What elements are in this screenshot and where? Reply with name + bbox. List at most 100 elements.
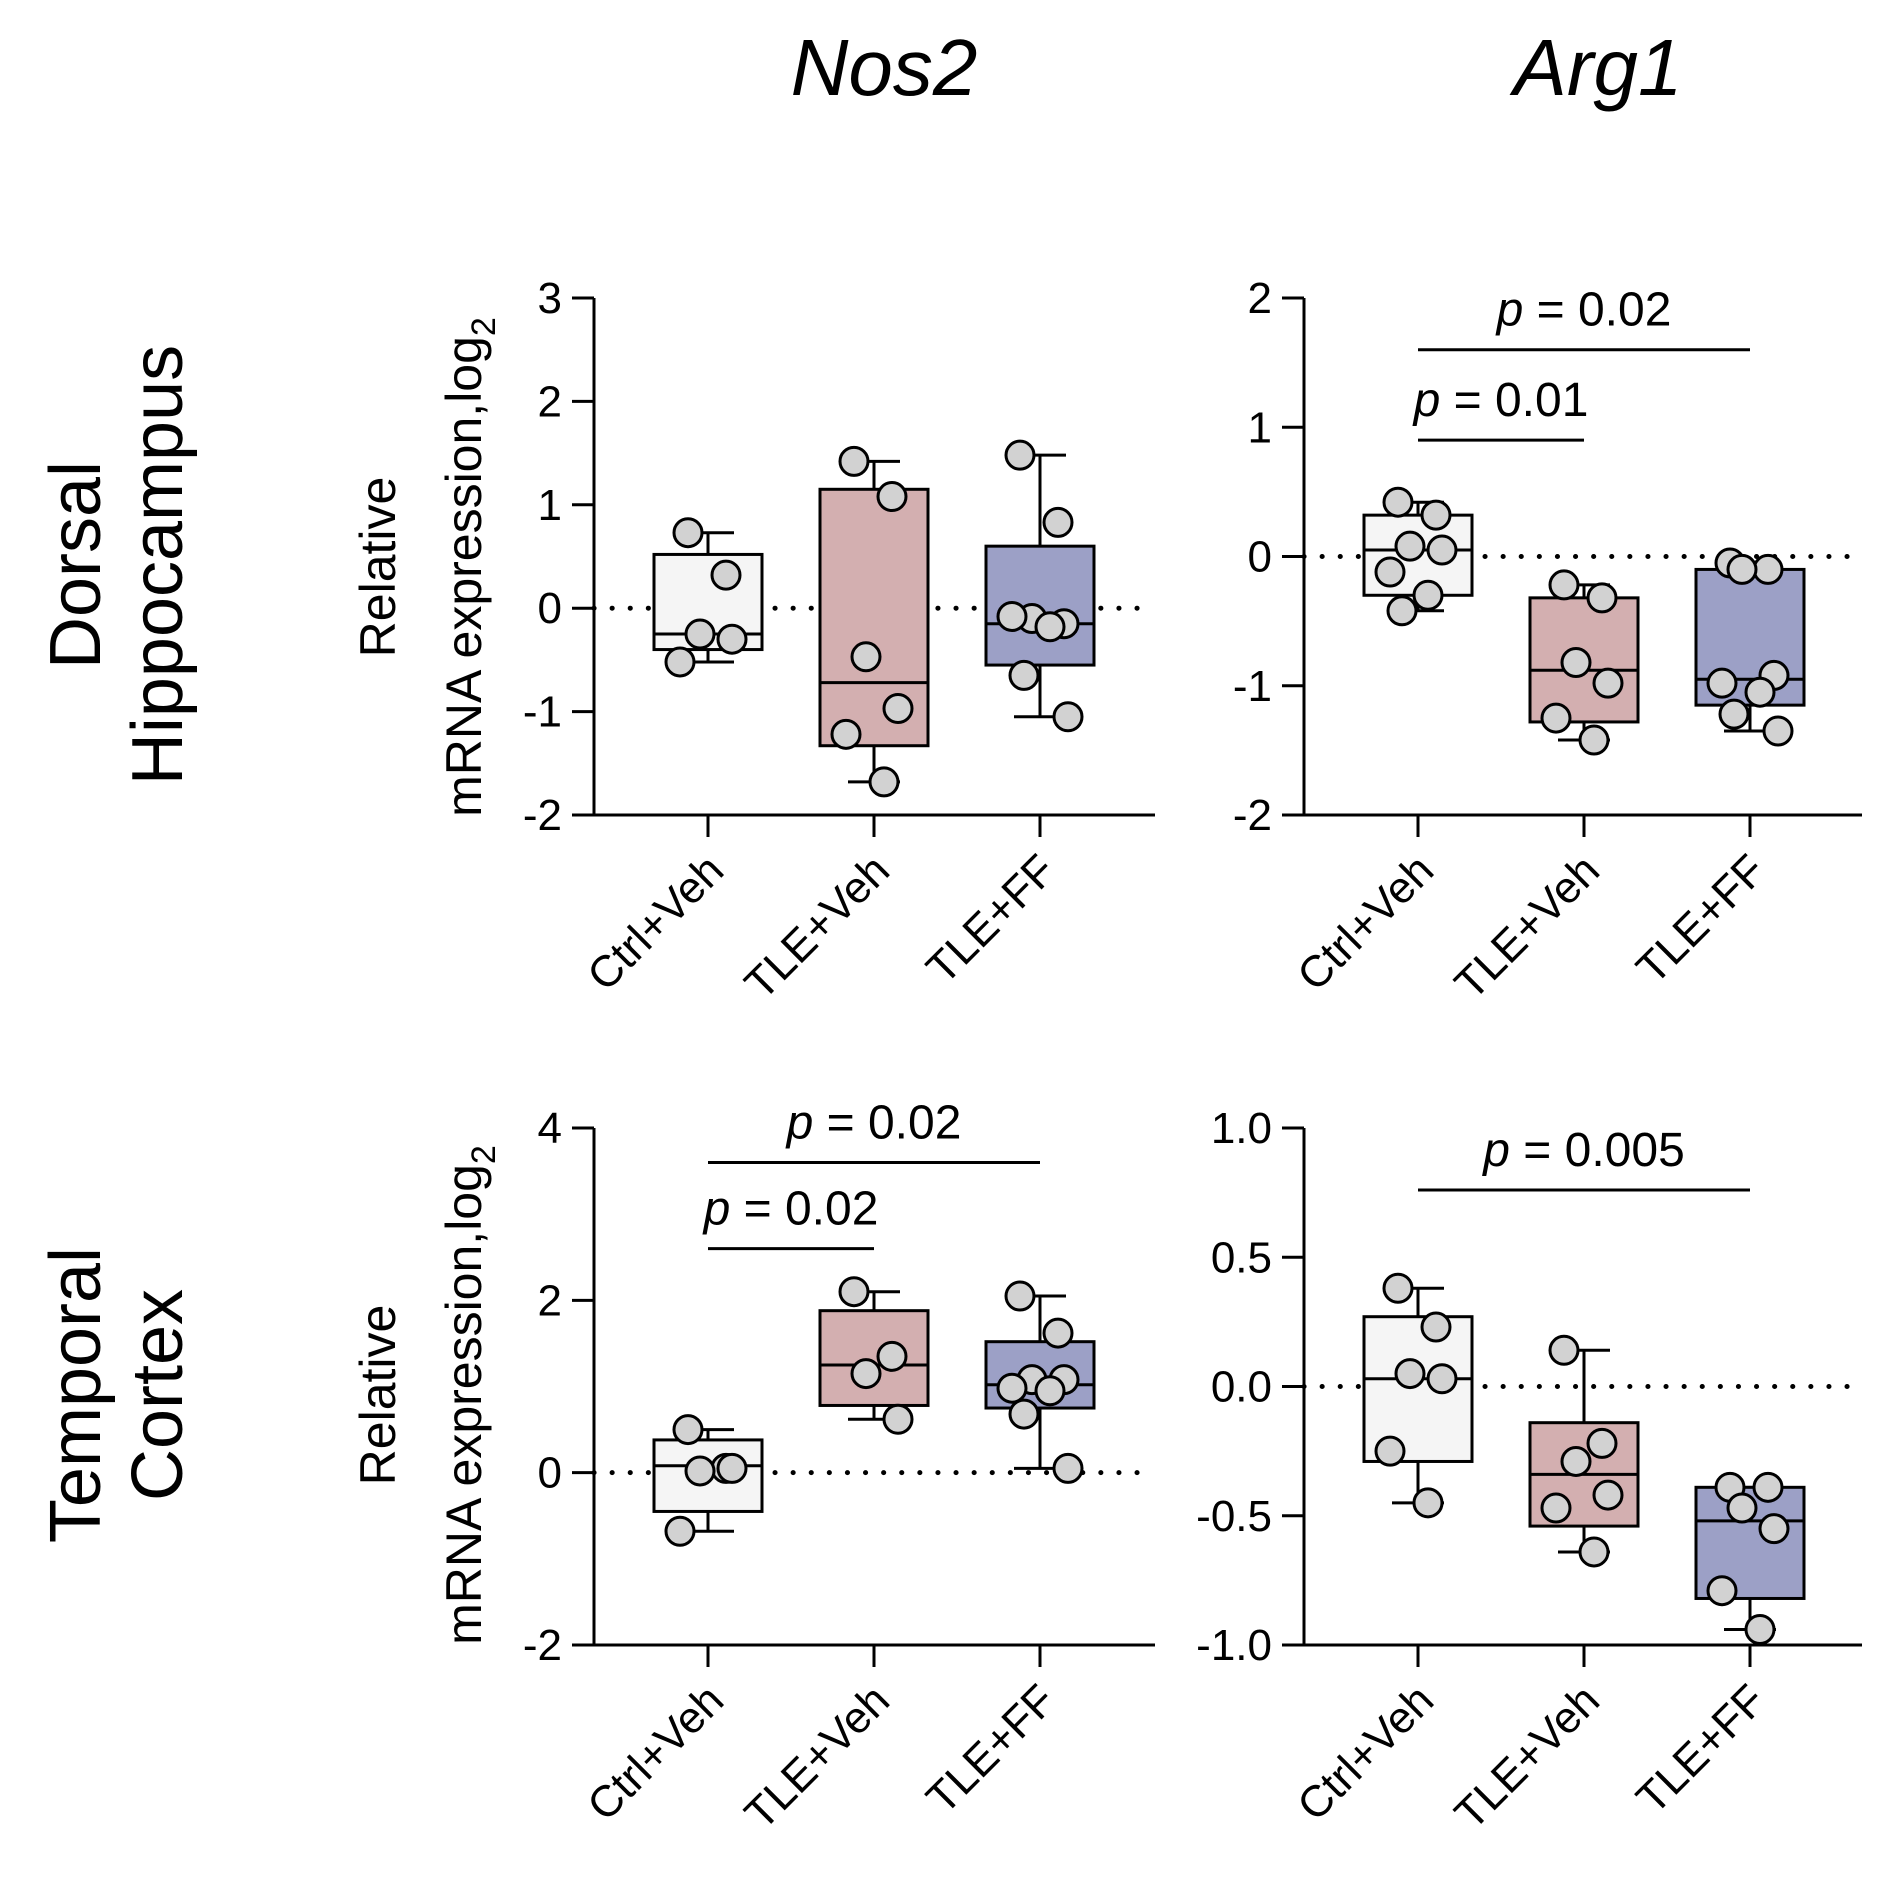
svg-text:Temporal: Temporal bbox=[36, 1247, 116, 1543]
y-tick-label: -2 bbox=[1233, 791, 1272, 840]
y-tick-label: 3 bbox=[538, 274, 562, 323]
y-tick-label: -2 bbox=[523, 1621, 562, 1670]
svg-text:mRNA expression,log2: mRNA expression,log2 bbox=[436, 317, 503, 817]
x-tick-label: TLE+FF bbox=[1627, 1675, 1775, 1823]
data-point bbox=[1004, 1280, 1036, 1312]
data-point bbox=[1394, 530, 1426, 562]
box-TLE+FF bbox=[1694, 1471, 1806, 1645]
svg-text:Hippocampus: Hippocampus bbox=[118, 345, 198, 785]
data-point bbox=[882, 692, 914, 724]
svg-text:Relative: Relative bbox=[350, 477, 406, 658]
data-point bbox=[1706, 1575, 1738, 1607]
data-point bbox=[1008, 1398, 1040, 1430]
svg-text:Dorsal: Dorsal bbox=[36, 461, 116, 669]
y-tick-label: -0.5 bbox=[1196, 1492, 1272, 1541]
data-point bbox=[1758, 1513, 1790, 1545]
box-iqr bbox=[818, 1309, 930, 1407]
row-label-temporal-cortex: Temporal Cortex bbox=[36, 1247, 198, 1543]
data-point bbox=[1382, 486, 1414, 518]
data-point bbox=[1762, 715, 1794, 747]
data-point bbox=[1382, 1272, 1414, 1304]
x-tick-label: TLE+Veh bbox=[1446, 845, 1610, 1009]
data-point bbox=[1374, 1435, 1406, 1467]
data-point bbox=[1744, 676, 1776, 708]
data-point bbox=[1412, 579, 1444, 611]
y-tick-label: 2 bbox=[538, 377, 562, 426]
y-tick-label: -1 bbox=[523, 688, 562, 737]
data-point bbox=[1586, 582, 1618, 614]
panel-0: -2 -1 0 1 2 3 Ctrl+Veh TLE+Veh TLE+FF bbox=[523, 274, 1158, 1009]
data-point bbox=[838, 445, 870, 477]
y-tick-label: 0.5 bbox=[1211, 1233, 1272, 1282]
data-point bbox=[1752, 553, 1784, 585]
box-Ctrl+Veh bbox=[1362, 1272, 1474, 1519]
y-tick-label: 0 bbox=[538, 584, 562, 633]
box-TLE+FF bbox=[984, 1280, 1096, 1484]
data-point bbox=[876, 481, 908, 513]
p-value-label: p = 0.02 bbox=[702, 1183, 879, 1236]
data-point bbox=[716, 623, 748, 655]
svg-text:Relative: Relative bbox=[350, 1305, 406, 1486]
data-point bbox=[716, 1452, 748, 1484]
data-point bbox=[1420, 499, 1452, 531]
significance-bracket: p = 0.02 bbox=[702, 1183, 879, 1251]
data-point bbox=[1426, 534, 1458, 566]
data-point bbox=[1578, 1536, 1610, 1568]
data-point bbox=[1008, 659, 1040, 691]
box-TLE+Veh bbox=[1528, 1334, 1640, 1568]
x-tick-label: Ctrl+Veh bbox=[578, 845, 733, 1000]
data-point bbox=[1042, 506, 1074, 538]
data-point bbox=[1548, 1334, 1580, 1366]
data-point bbox=[1592, 1479, 1624, 1511]
data-point bbox=[1718, 698, 1750, 730]
y-tick-label: 2 bbox=[538, 1276, 562, 1325]
p-value-label: p = 0.005 bbox=[1481, 1124, 1685, 1177]
data-point bbox=[1412, 1487, 1444, 1519]
svg-text:Cortex: Cortex bbox=[118, 1289, 198, 1501]
box-Ctrl+Veh bbox=[652, 1414, 764, 1547]
data-point bbox=[684, 618, 716, 650]
y-tick-label: -2 bbox=[523, 791, 562, 840]
y-tick-label: 2 bbox=[1248, 274, 1272, 323]
box-TLE+Veh bbox=[818, 445, 930, 798]
data-point bbox=[1560, 1445, 1592, 1477]
x-tick-label: TLE+Veh bbox=[736, 1675, 900, 1839]
data-point bbox=[996, 1372, 1028, 1404]
panel-3: -1.0 -0.5 0.0 0.5 1.0 Ctrl+Veh TLE+Veh TLE+FF p … bbox=[1196, 1104, 1865, 1839]
x-tick-label: TLE+Veh bbox=[736, 845, 900, 1009]
significance-bracket: p = 0.02 bbox=[1418, 284, 1750, 352]
data-point bbox=[1540, 702, 1572, 734]
data-point bbox=[1560, 646, 1592, 678]
data-point bbox=[882, 1403, 914, 1435]
significance-bracket: p = 0.02 bbox=[708, 1096, 1040, 1164]
data-point bbox=[876, 1340, 908, 1372]
data-point bbox=[1394, 1358, 1426, 1390]
y-tick-label: 0 bbox=[538, 1449, 562, 1498]
data-point bbox=[1744, 1613, 1776, 1645]
data-point bbox=[710, 559, 742, 591]
column-title-arg1: Arg1 bbox=[1510, 23, 1683, 112]
data-point bbox=[1374, 556, 1406, 588]
y-axis-label-top: Relative mRNA expression,log2 bbox=[350, 317, 503, 817]
x-tick-label: Ctrl+Veh bbox=[1288, 845, 1443, 1000]
y-tick-label: -1 bbox=[1233, 662, 1272, 711]
box-TLE+Veh bbox=[1528, 569, 1640, 756]
data-point bbox=[1052, 701, 1084, 733]
data-point bbox=[1540, 1492, 1572, 1524]
column-title-nos2: Nos2 bbox=[791, 23, 978, 112]
data-point bbox=[1586, 1427, 1618, 1459]
data-point bbox=[1592, 667, 1624, 699]
data-point bbox=[1034, 1375, 1066, 1407]
data-point bbox=[684, 1455, 716, 1487]
y-tick-label: 1.0 bbox=[1211, 1104, 1272, 1153]
data-point bbox=[868, 766, 900, 798]
box-iqr bbox=[1362, 1315, 1474, 1463]
panel-1: -2 -1 0 1 2 Ctrl+Veh TLE+Veh TLE+FF p = 0.01 p = … bbox=[1233, 274, 1865, 1009]
data-point bbox=[1578, 724, 1610, 756]
significance-bracket: p = 0.01 bbox=[1412, 374, 1588, 442]
data-point bbox=[1004, 439, 1036, 471]
data-point bbox=[996, 600, 1028, 632]
y-tick-label: 1 bbox=[538, 481, 562, 530]
y-axis-label-bottom: Relative mRNA expression,log2 bbox=[350, 1145, 503, 1645]
data-point bbox=[672, 517, 704, 549]
